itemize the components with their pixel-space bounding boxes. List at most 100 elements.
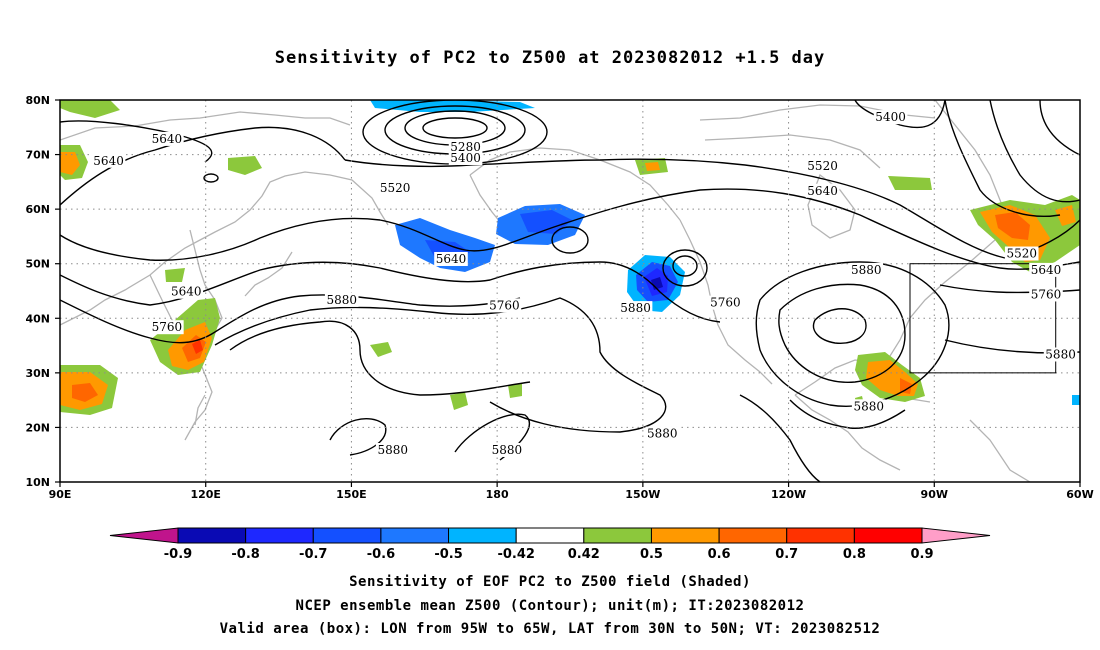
- contour-label: 5760: [489, 298, 520, 312]
- x-tick-label: 60W: [1066, 488, 1093, 501]
- contour-label-bg: [375, 442, 410, 457]
- x-tick-label: 90E: [49, 488, 72, 501]
- x-tick-label: 150E: [336, 488, 366, 501]
- colorbar-label: -0.6: [367, 547, 395, 560]
- contour-label: 5880: [620, 301, 651, 315]
- y-tick-label: 50N: [25, 258, 50, 271]
- colorbar-max-triangle: [921, 527, 991, 544]
- y-tick-label: 30N: [25, 367, 50, 380]
- contour-label: 5880: [851, 263, 882, 277]
- contour-label: 5880: [647, 427, 678, 441]
- x-tick-label: 90W: [921, 488, 948, 501]
- colorbar-swatch: [853, 527, 923, 544]
- contour-label: 5760: [710, 296, 741, 310]
- contour-label: 5640: [436, 252, 467, 266]
- z500-contours: [60, 100, 1080, 482]
- contour-label: 5400: [450, 151, 481, 165]
- colorbar-label: -0.9: [164, 547, 192, 560]
- contour-label: 5280: [450, 140, 481, 154]
- contour-label-bg: [851, 399, 886, 414]
- contour-label-bg: [91, 153, 126, 168]
- x-tick-label: 120E: [190, 488, 220, 501]
- contour-label: 5880: [326, 293, 357, 307]
- contour-label: 5880: [853, 399, 884, 413]
- contour-label: 5760: [1031, 287, 1062, 301]
- colorbar-min-triangle: [109, 527, 179, 544]
- colorbar-label: -0.7: [299, 547, 327, 560]
- colorbar: -0.9 -0.8 -0.7 -0.6 -0.5 -0.42 0.42 0.5 0.6 0.7 0.…: [109, 527, 991, 560]
- positive-area-siberia: [60, 152, 80, 175]
- contour-label-bg: [378, 181, 412, 196]
- caption-line-2: NCEP ensemble mean Z500 (Contour); unit(…: [295, 598, 805, 614]
- colorbar-swatch: [448, 527, 517, 544]
- contour-label-bg: [708, 295, 743, 310]
- contour-label: 5640: [152, 132, 183, 146]
- colorbar-label: 0.8: [843, 547, 866, 560]
- colorbar-label: 0.42: [568, 547, 600, 560]
- colorbar-label: 0.5: [640, 547, 663, 560]
- contour-label: 5640: [807, 184, 838, 198]
- contour-label-bg: [487, 298, 522, 313]
- contour-label-bg: [645, 426, 680, 441]
- contour-label: 5640: [93, 154, 124, 168]
- colorbar-label: 0.7: [775, 547, 798, 560]
- y-tick-label: 20N: [25, 421, 50, 434]
- contour-label-bg: [150, 131, 184, 146]
- colorbar-swatch: [312, 527, 382, 544]
- contour-label-bg: [873, 110, 908, 125]
- sensitivity-shading: [60, 100, 1080, 415]
- colorbar-swatch: [515, 527, 585, 544]
- map-axes: 90E 120E 150E 180 150W 120W 90W 60W 80N 70N 60N 50N…: [25, 94, 1093, 501]
- contour-label-bg: [805, 183, 840, 198]
- contour-label-bg: [1029, 287, 1063, 302]
- y-tick-label: 10N: [25, 476, 50, 489]
- x-tick-label: 120W: [771, 488, 806, 501]
- caption-line-1: Sensitivity of EOF PC2 to Z500 field (Sh…: [349, 574, 751, 590]
- x-tick-label: 150W: [625, 488, 660, 501]
- colorbar-swatch: [177, 527, 247, 544]
- contour-label: 5520: [807, 159, 838, 173]
- contour-label-bg: [805, 159, 840, 174]
- y-tick-label: 40N: [25, 312, 50, 325]
- y-tick-label: 60N: [25, 203, 50, 216]
- contour-label-bg: [1029, 262, 1063, 277]
- y-tick-label: 70N: [25, 149, 50, 162]
- colorbar-label: -0.42: [497, 547, 534, 560]
- contour-labels: 5640564055205280540054005520564056405640…: [91, 110, 1078, 457]
- contour-label: 5520: [380, 181, 411, 195]
- grid-lines: [60, 100, 1080, 482]
- valid-area-box: [909, 263, 1057, 374]
- contour-label: 5400: [875, 110, 906, 124]
- contour-label-bg: [324, 292, 359, 307]
- contour-label: 5880: [1045, 347, 1076, 361]
- contour-label: 5880: [377, 443, 408, 457]
- sensitivity-map: 5640564055205280540054005520564056405640…: [25, 94, 1093, 560]
- plot-frame: [59, 99, 1081, 483]
- contour-label-bg: [448, 151, 483, 166]
- contour-label: 5520: [1006, 247, 1037, 261]
- contour-label-bg: [849, 262, 884, 277]
- x-tick-label: 180: [486, 488, 509, 501]
- contour-label: 5880: [492, 443, 523, 457]
- contour-label-bg: [490, 442, 524, 457]
- contour-label: 5640: [171, 285, 202, 299]
- contour-label-bg: [434, 251, 468, 266]
- y-tick-label: 80N: [25, 94, 50, 107]
- contour-label-bg: [1043, 347, 1078, 362]
- colorbar-swatch: [650, 527, 720, 544]
- chart-title: Sensitivity of PC2 to Z500 at 2023082012…: [274, 48, 826, 68]
- contour-label-bg: [448, 140, 483, 155]
- contour-label-bg: [169, 284, 204, 299]
- colorbar-label: 0.6: [708, 547, 731, 560]
- colorbar-swatch: [786, 527, 855, 544]
- colorbar-swatch: [718, 527, 788, 544]
- contour-label: 5760: [152, 320, 183, 334]
- colorbar-swatch: [583, 527, 652, 544]
- contour-label-bg: [150, 320, 184, 335]
- caption-line-3: Valid area (box): LON from 95W to 65W, L…: [219, 621, 881, 637]
- colorbar-swatch: [380, 527, 450, 544]
- colorbar-swatch: [245, 527, 314, 544]
- colorbar-label: 0.9: [910, 547, 933, 560]
- contour-label: 5640: [1031, 263, 1062, 277]
- colorbar-label: -0.5: [434, 547, 462, 560]
